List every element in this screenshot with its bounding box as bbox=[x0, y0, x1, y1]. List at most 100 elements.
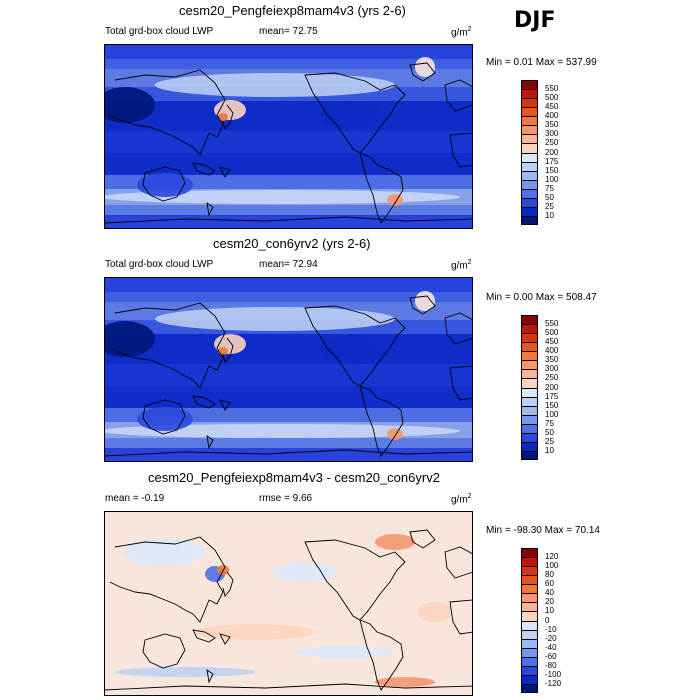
colorbar-swatch bbox=[521, 215, 538, 225]
colorbar-tick-label: 200 bbox=[545, 382, 559, 392]
colorbar-swatch bbox=[521, 89, 538, 99]
colorbar-tick-label: 450 bbox=[545, 337, 559, 347]
panel1-variable-label: Total grd-box cloud LWP bbox=[105, 26, 214, 37]
colorbar-tick-label: -40 bbox=[545, 642, 557, 652]
colorbar-tick-label: -80 bbox=[545, 660, 557, 670]
coastline bbox=[105, 295, 472, 457]
colorbar-swatch bbox=[521, 566, 538, 576]
colorbar-swatch bbox=[521, 432, 538, 442]
colorbar-swatch bbox=[521, 683, 538, 693]
panel3-colorbar: 120 100 80 60 40 20 10 0 -10 -20 -40 -60 -80 -100 -120 bbox=[521, 548, 581, 693]
colorbar-swatch bbox=[521, 378, 538, 388]
panel2-units-label: g/m2 bbox=[451, 259, 472, 272]
colorbar-tick-label: 100 bbox=[545, 561, 559, 571]
colorbar-swatch bbox=[521, 629, 538, 639]
colorbar-swatch bbox=[521, 423, 538, 433]
colorbar-tick-label: 550 bbox=[545, 319, 559, 329]
colorbar-tick-label: -20 bbox=[545, 633, 557, 643]
colorbar-swatch bbox=[521, 656, 538, 666]
colorbar-swatch bbox=[521, 170, 538, 180]
colorbar-swatch bbox=[521, 143, 538, 153]
colorbar-swatch bbox=[521, 674, 538, 684]
colorbar-tick-label: 250 bbox=[545, 373, 559, 383]
colorbar-tick-label: 550 bbox=[545, 84, 559, 94]
colorbar-swatch bbox=[521, 369, 538, 379]
colorbar-swatch bbox=[521, 665, 538, 675]
colorbar-tick-label: 250 bbox=[545, 138, 559, 148]
colorbar-swatch bbox=[521, 584, 538, 594]
season-label: DJF bbox=[514, 8, 556, 33]
colorbar-tick-label: 350 bbox=[545, 120, 559, 130]
colorbar-swatch bbox=[521, 396, 538, 406]
colorbar-swatch bbox=[521, 593, 538, 603]
colorbar-swatch bbox=[521, 441, 538, 451]
panel2-title: cesm20_con6yrv2 (yrs 2-6) bbox=[213, 236, 371, 251]
colorbar-tick-label: 50 bbox=[545, 192, 554, 202]
panel1-mean-label: mean= 72.75 bbox=[259, 26, 318, 37]
colorbar-swatch bbox=[521, 333, 538, 343]
colorbar-swatch bbox=[521, 548, 538, 558]
colorbar-swatch bbox=[521, 342, 538, 352]
colorbar-swatch bbox=[521, 98, 538, 108]
colorbar-tick-label: 25 bbox=[545, 436, 554, 446]
colorbar-swatch bbox=[521, 188, 538, 198]
colorbar-tick-label: 500 bbox=[545, 93, 559, 103]
colorbar-tick-label: 150 bbox=[545, 400, 559, 410]
colorbar-tick-label: 10 bbox=[545, 606, 554, 616]
colorbar-tick-label: 200 bbox=[545, 147, 559, 157]
colorbar-tick-label: 75 bbox=[545, 418, 554, 428]
colorbar-swatch bbox=[521, 638, 538, 648]
colorbar-tick-label: -100 bbox=[545, 669, 562, 679]
colorbar-swatch bbox=[521, 206, 538, 216]
panel1-title: cesm20_Pengfeiexp8mam4v3 (yrs 2-6) bbox=[179, 3, 406, 18]
colorbar-swatch bbox=[521, 197, 538, 207]
colorbar-tick-label: -120 bbox=[545, 678, 562, 688]
colorbar-swatch bbox=[521, 324, 538, 334]
colorbar-tick-label: 450 bbox=[545, 102, 559, 112]
colorbar-swatch bbox=[521, 116, 538, 126]
colorbar-tick-label: 100 bbox=[545, 174, 559, 184]
colorbar-tick-label: 40 bbox=[545, 588, 554, 598]
colorbar-tick-label: 10 bbox=[545, 210, 554, 220]
colorbar-swatch bbox=[521, 414, 538, 424]
colorbar-swatch bbox=[521, 450, 538, 460]
colorbar-tick-label: 120 bbox=[545, 552, 559, 562]
colorbar-tick-label: 25 bbox=[545, 201, 554, 211]
panel2-map bbox=[104, 277, 473, 462]
colorbar-swatch bbox=[521, 107, 538, 117]
colorbar-swatch bbox=[521, 161, 538, 171]
colorbar-swatch bbox=[521, 602, 538, 612]
panel2-mean-label: mean= 72.94 bbox=[259, 259, 318, 270]
colorbar-swatch bbox=[521, 315, 538, 325]
panel2-colorbar: 550 500 450 400 350 300 250 200 175 150 100 75 50 25 1… bbox=[521, 315, 581, 460]
colorbar-tick-label: 20 bbox=[545, 597, 554, 607]
panel3-units-label: g/m2 bbox=[451, 493, 472, 506]
panel1-colorbar: 550 500 450 400 350 300 250 200 175 150 100 75 50 25 1… bbox=[521, 80, 581, 225]
colorbar-swatch bbox=[521, 360, 538, 370]
colorbar-tick-label: 175 bbox=[545, 156, 559, 166]
colorbar-swatch bbox=[521, 575, 538, 585]
colorbar-tick-label: 400 bbox=[545, 346, 559, 356]
colorbar-tick-label: 75 bbox=[545, 183, 554, 193]
coastline bbox=[105, 529, 472, 691]
colorbar-tick-label: 400 bbox=[545, 111, 559, 121]
panel3-mean-label: mean = -0.19 bbox=[105, 493, 165, 504]
colorbar-tick-label: 50 bbox=[545, 427, 554, 437]
panel1-map bbox=[104, 44, 473, 229]
colorbar-swatch bbox=[521, 611, 538, 621]
colorbar-tick-label: 100 bbox=[545, 409, 559, 419]
colorbar-swatch bbox=[521, 647, 538, 657]
colorbar-tick-label: 500 bbox=[545, 328, 559, 338]
colorbar-tick-label: 350 bbox=[545, 355, 559, 365]
colorbar-tick-label: 300 bbox=[545, 129, 559, 139]
panel3-title: cesm20_Pengfeiexp8mam4v3 - cesm20_con6yr… bbox=[148, 470, 440, 485]
panel2-minmax-label: Min = 0.00 Max = 508.47 bbox=[486, 292, 597, 303]
panel3-minmax-label: Min = -98.30 Max = 70.14 bbox=[486, 525, 600, 536]
colorbar-tick-label: 60 bbox=[545, 579, 554, 589]
colorbar-swatch bbox=[521, 405, 538, 415]
colorbar-swatch bbox=[521, 351, 538, 361]
colorbar-tick-label: 300 bbox=[545, 364, 559, 374]
panel3-map bbox=[104, 511, 473, 696]
colorbar-swatch bbox=[521, 80, 538, 90]
colorbar-swatch bbox=[521, 152, 538, 162]
